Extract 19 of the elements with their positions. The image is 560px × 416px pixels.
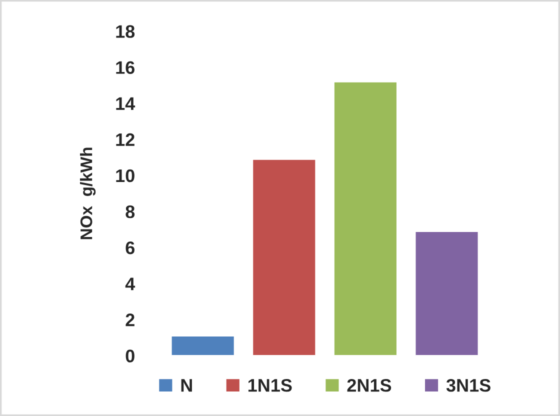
bar: [170, 335, 236, 356]
y-tick-label: 6: [126, 241, 134, 254]
y-tick-label: 18: [116, 25, 135, 38]
y-tick-label: 2: [126, 314, 134, 326]
bar: [414, 230, 480, 356]
legend-label: 2N1S: [347, 378, 392, 392]
legend-label: 3N1S: [446, 378, 490, 392]
bar: [252, 158, 317, 356]
legend-label: 1N1S: [248, 378, 292, 392]
y-tick-label: 14: [116, 97, 136, 110]
legend-label: N: [181, 379, 192, 392]
y-tick-label: 0: [126, 350, 134, 362]
y-tick-label: 8: [126, 205, 135, 218]
y-tick-label: 12: [116, 133, 134, 146]
y-tick-label: 16: [116, 61, 134, 74]
bar: [333, 80, 398, 356]
y-tick-label: 4: [125, 278, 136, 290]
y-tick-label: 10: [116, 169, 134, 182]
y-axis-title: NOx g/kWh: [80, 148, 96, 240]
